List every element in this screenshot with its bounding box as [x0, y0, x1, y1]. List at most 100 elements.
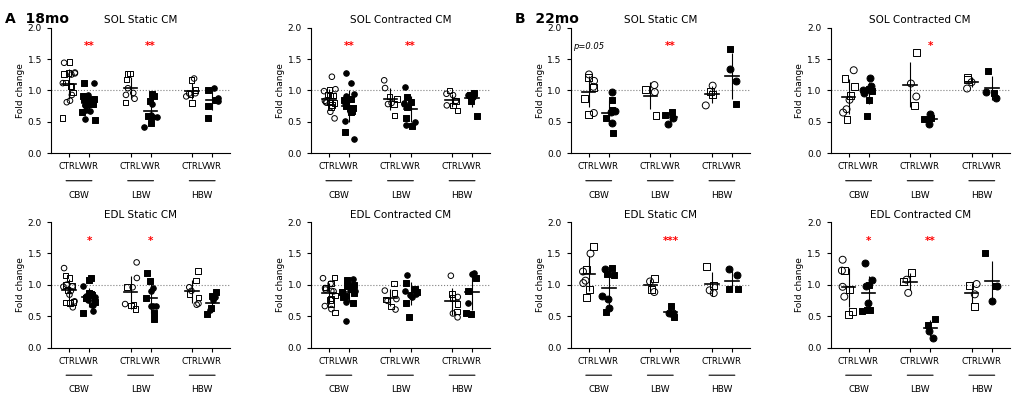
Point [322, 109, 338, 115]
Point [855, 90, 871, 96]
Point [87, 299, 103, 305]
Point [376, 77, 392, 83]
Point [335, 97, 352, 103]
Point [659, 121, 676, 127]
Point [123, 303, 140, 309]
Point [386, 280, 403, 287]
Point [985, 89, 1002, 96]
Point [125, 302, 142, 308]
Point [438, 102, 454, 109]
Point [323, 301, 339, 307]
Point [119, 85, 136, 91]
Point [56, 265, 72, 271]
Point [729, 286, 745, 292]
Point [339, 284, 356, 291]
Point [401, 292, 418, 298]
Point [447, 98, 464, 104]
Point [578, 266, 594, 272]
Point [317, 286, 333, 293]
Point [55, 80, 71, 86]
Point [442, 273, 459, 279]
Point [376, 288, 392, 294]
Point [976, 88, 993, 95]
Text: LBW: LBW [910, 191, 929, 200]
Text: **: ** [145, 41, 156, 51]
Point [178, 93, 195, 100]
Text: LBW: LBW [650, 385, 669, 394]
Y-axis label: Fold change: Fold change [535, 258, 544, 312]
Point [599, 296, 615, 302]
Point [860, 282, 876, 288]
Point [898, 276, 914, 283]
Point [443, 291, 460, 297]
Point [966, 291, 982, 297]
Point [701, 88, 717, 95]
Point [662, 303, 679, 309]
Point [61, 292, 77, 298]
Point [907, 93, 923, 100]
Point [64, 304, 81, 310]
Point [63, 92, 79, 98]
Point [840, 311, 856, 318]
Point [397, 300, 414, 307]
Point [58, 282, 74, 288]
Point [924, 335, 941, 341]
Point [585, 84, 601, 90]
Point [321, 297, 337, 303]
Point [65, 299, 82, 305]
Point [647, 113, 663, 119]
Point [183, 288, 200, 294]
Point [326, 309, 342, 316]
Point [464, 271, 480, 278]
Text: LBW: LBW [130, 191, 150, 200]
Point [860, 86, 876, 92]
Point [398, 104, 415, 111]
Point [963, 79, 979, 85]
Text: HBW: HBW [192, 385, 213, 394]
Point [920, 327, 936, 334]
Point [82, 290, 98, 296]
Text: HBW: HBW [192, 191, 213, 200]
Point [862, 277, 878, 284]
Point [383, 100, 399, 106]
Point [317, 98, 333, 104]
Point [603, 107, 620, 113]
Point [181, 90, 198, 97]
Point [575, 268, 591, 275]
Point [125, 90, 142, 96]
Title: EDL Contracted CM: EDL Contracted CM [350, 210, 450, 220]
Point [598, 271, 614, 277]
Point [854, 87, 870, 93]
Title: SOL Contracted CM: SOL Contracted CM [868, 15, 970, 26]
Point [603, 120, 620, 126]
Point [82, 107, 98, 114]
Point [857, 282, 873, 289]
Point [117, 92, 133, 98]
Point [660, 310, 677, 316]
Point [403, 99, 419, 105]
Point [597, 308, 613, 315]
Point [643, 286, 659, 292]
Point [449, 301, 466, 307]
Text: B  22mo: B 22mo [515, 12, 579, 26]
Point [833, 267, 849, 274]
Point [142, 278, 158, 284]
Text: HBW: HBW [710, 385, 732, 394]
Point [77, 292, 94, 299]
Text: LBW: LBW [650, 191, 669, 200]
Point [441, 87, 458, 94]
Point [922, 115, 938, 121]
Point [463, 310, 479, 317]
Point [581, 286, 597, 292]
Point [841, 286, 857, 292]
Point [183, 77, 200, 83]
Point [74, 283, 91, 290]
Point [838, 106, 854, 113]
Point [398, 94, 415, 100]
Point [191, 301, 207, 307]
Point [76, 116, 93, 122]
Point [409, 288, 425, 295]
Point [862, 83, 878, 90]
Text: **: ** [405, 41, 416, 51]
Point [62, 98, 78, 104]
